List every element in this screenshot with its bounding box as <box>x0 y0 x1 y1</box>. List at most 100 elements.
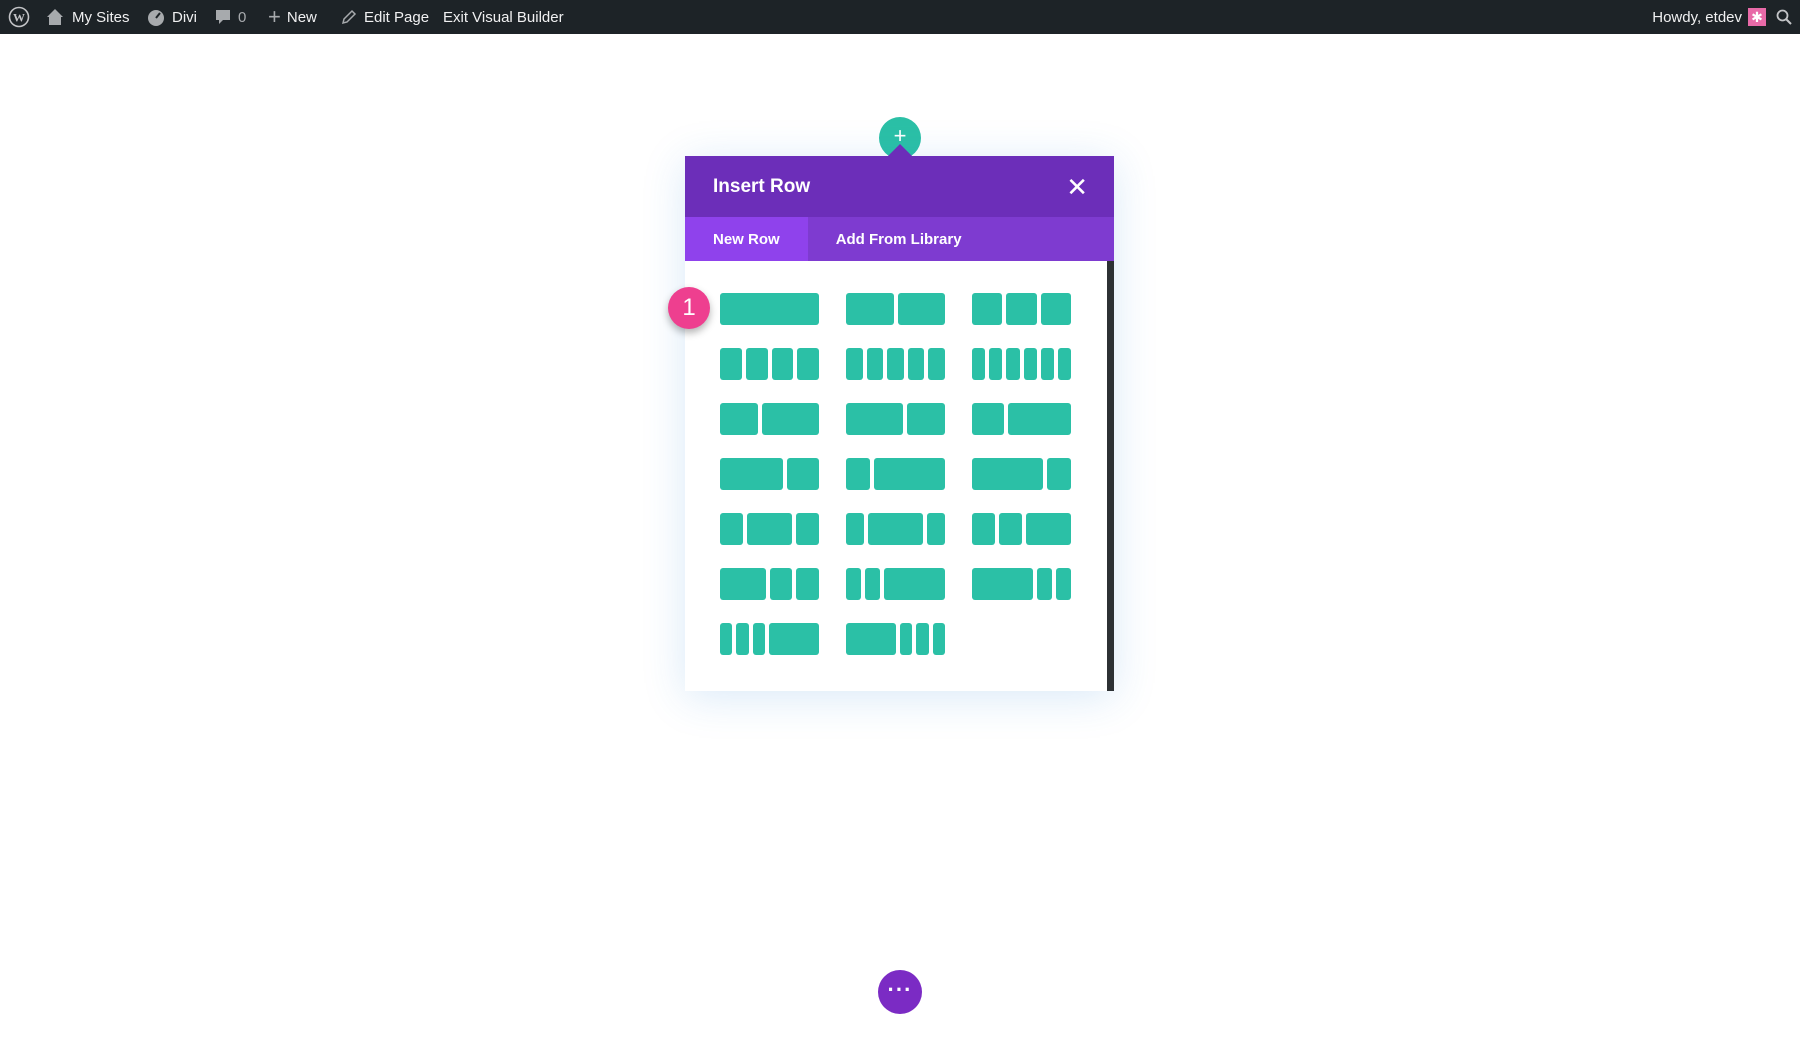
column-block <box>769 623 819 655</box>
column-block <box>873 458 945 490</box>
search-icon <box>1776 9 1792 25</box>
column-block <box>887 348 904 380</box>
row-layout-option[interactable] <box>846 513 945 545</box>
column-block <box>916 623 929 655</box>
column-block <box>932 623 945 655</box>
modal-body <box>685 261 1114 691</box>
column-block <box>1055 568 1072 600</box>
search-button[interactable] <box>1776 0 1792 34</box>
column-block <box>866 348 884 380</box>
row-layout-option[interactable] <box>846 623 945 655</box>
comments-menu[interactable]: 0 <box>214 0 246 34</box>
new-menu[interactable]: + New <box>268 0 317 34</box>
column-block <box>846 623 896 655</box>
comments-count: 0 <box>238 8 247 26</box>
row-layout-option[interactable] <box>720 293 819 325</box>
column-block <box>1040 348 1054 380</box>
column-block <box>972 513 995 545</box>
pencil-icon <box>341 9 357 25</box>
row-layout-option[interactable] <box>846 403 945 435</box>
divi-menu[interactable]: Divi <box>146 0 197 34</box>
column-block <box>846 568 862 600</box>
row-layout-option[interactable] <box>720 513 819 545</box>
column-block <box>745 348 768 380</box>
step-badge: 1 <box>668 287 710 329</box>
column-block <box>736 623 749 655</box>
column-block <box>972 568 1033 600</box>
modal-pointer <box>888 144 912 156</box>
column-block <box>846 348 863 380</box>
modal-header: Insert Row ✕ <box>685 156 1114 217</box>
column-block <box>720 623 733 655</box>
column-block <box>926 513 945 545</box>
row-layout-option[interactable] <box>846 348 945 380</box>
column-block <box>846 293 894 325</box>
column-block <box>868 513 923 545</box>
row-layout-option[interactable] <box>846 568 946 600</box>
my-sites-icon <box>47 9 63 25</box>
row-layout-option[interactable] <box>972 458 1071 490</box>
plus-icon: + <box>893 123 907 148</box>
row-layout-option[interactable] <box>972 293 1071 325</box>
column-block <box>1057 348 1072 380</box>
column-block <box>1006 293 1037 325</box>
column-block <box>972 403 1004 435</box>
scrollbar[interactable] <box>1107 261 1114 691</box>
account-menu[interactable]: Howdy, etdev ✱ <box>1652 0 1766 34</box>
tab-add-from-library[interactable]: Add From Library <box>835 230 962 248</box>
column-block <box>846 403 903 435</box>
column-block <box>796 568 819 600</box>
exit-visual-builder-link[interactable]: Exit Visual Builder <box>443 0 564 34</box>
row-layout-option[interactable] <box>972 348 1072 380</box>
column-block <box>846 513 865 545</box>
column-block <box>846 458 870 490</box>
row-layout-option[interactable] <box>846 458 945 490</box>
close-icon[interactable]: ✕ <box>1066 171 1088 202</box>
column-block <box>998 513 1022 545</box>
column-block <box>972 348 986 380</box>
column-block <box>865 568 881 600</box>
column-block <box>1025 513 1071 545</box>
column-block <box>797 348 819 380</box>
row-layout-option[interactable] <box>720 348 819 380</box>
column-block <box>796 513 819 545</box>
column-block <box>1036 568 1052 600</box>
comment-icon <box>216 10 230 24</box>
edit-page-link[interactable]: Edit Page <box>340 0 429 34</box>
edit-page-label: Edit Page <box>364 8 430 26</box>
column-block <box>897 293 945 325</box>
row-layout-option[interactable] <box>972 568 1072 600</box>
modal-title: Insert Row <box>713 175 811 197</box>
column-block <box>720 348 742 380</box>
column-block <box>1040 293 1071 325</box>
tab-new-row[interactable]: New Row <box>685 217 808 261</box>
column-block <box>762 403 819 435</box>
column-block <box>787 458 819 490</box>
wordpress-logo-icon[interactable]: W <box>8 0 30 34</box>
svg-text:W: W <box>13 11 25 25</box>
row-layout-option[interactable] <box>720 623 819 655</box>
column-block <box>720 403 758 435</box>
insert-row-modal: Insert Row ✕ New Row Add From Library <box>685 156 1114 691</box>
column-block <box>1007 403 1071 435</box>
column-block <box>907 403 945 435</box>
my-sites-label: My Sites <box>72 8 130 26</box>
my-sites-menu[interactable]: My Sites <box>44 0 130 34</box>
more-dots-icon: ··· <box>887 977 913 1002</box>
column-block <box>1047 458 1071 490</box>
plus-icon: + <box>268 4 281 29</box>
howdy-label: Howdy, etdev <box>1652 8 1742 26</box>
column-block <box>720 513 743 545</box>
column-block <box>1006 348 1020 380</box>
row-layout-option[interactable] <box>720 568 819 600</box>
row-layout-option[interactable] <box>972 403 1071 435</box>
column-block <box>907 348 925 380</box>
page-settings-button[interactable]: ··· <box>878 970 922 1014</box>
exit-visual-builder-label: Exit Visual Builder <box>443 8 564 26</box>
column-block <box>720 568 766 600</box>
row-layout-option[interactable] <box>720 403 819 435</box>
column-block <box>1023 348 1037 380</box>
row-layout-option[interactable] <box>846 293 945 325</box>
row-layout-option[interactable] <box>720 458 819 490</box>
row-layout-option[interactable] <box>972 513 1071 545</box>
